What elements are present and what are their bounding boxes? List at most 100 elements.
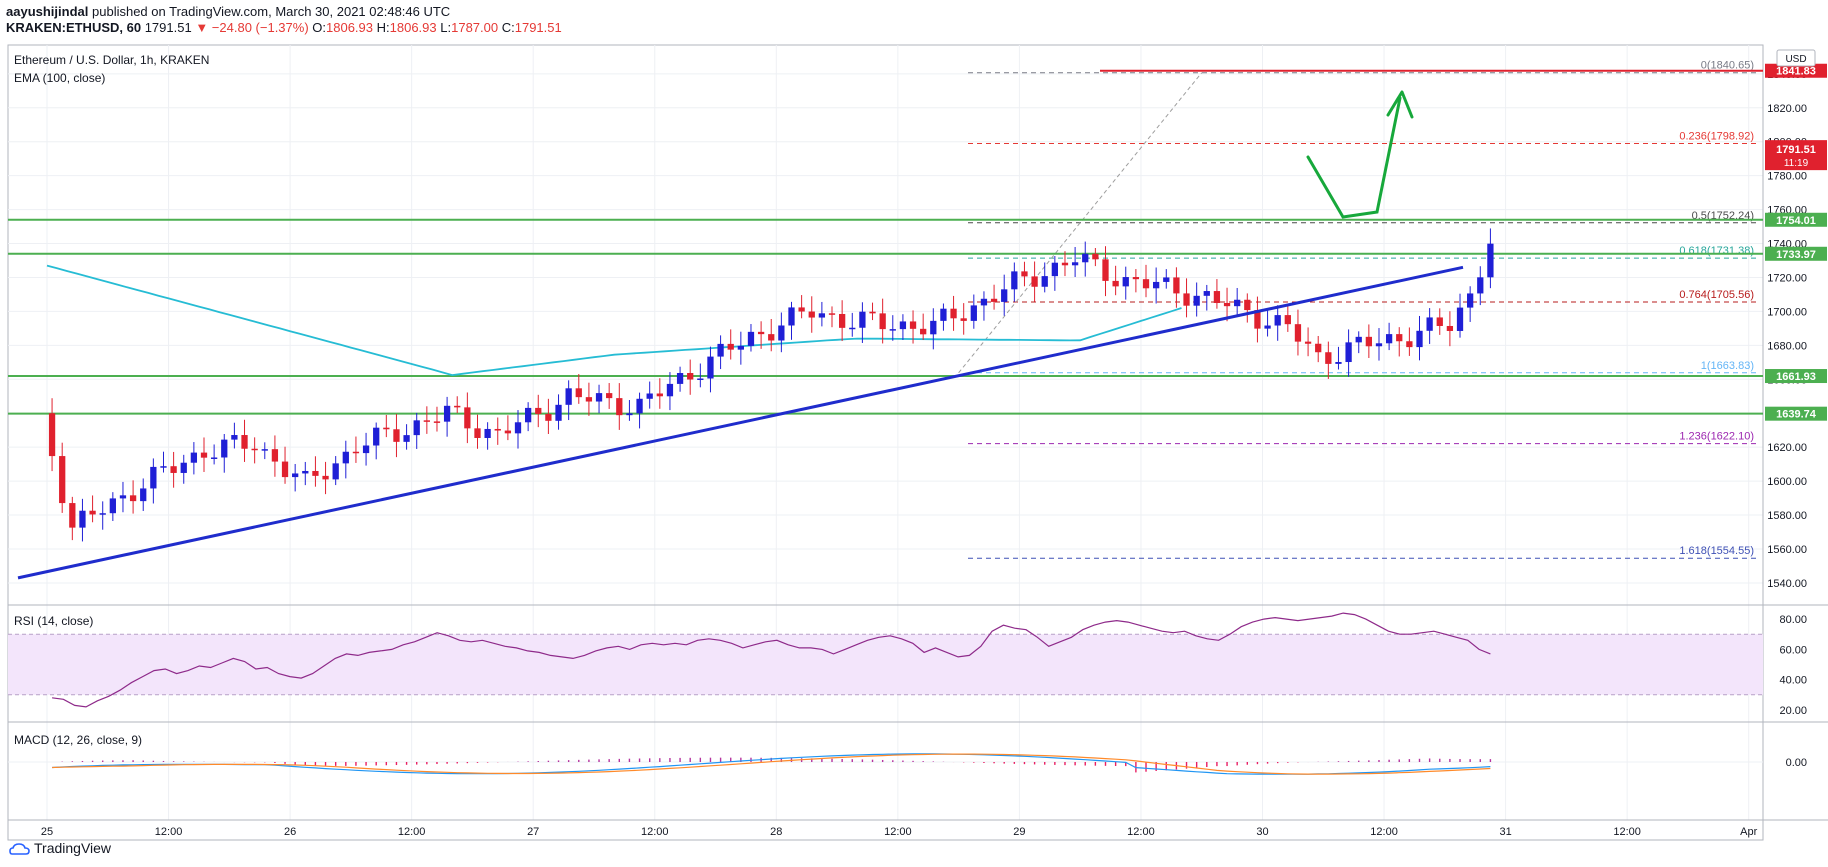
candle-countdown-label: 11:19 — [1784, 158, 1809, 169]
candle-body — [737, 345, 744, 350]
x-tick-label: 25 — [41, 826, 53, 838]
price-label: 1754.01 — [1776, 215, 1816, 227]
tradingview-logo-icon — [9, 843, 30, 855]
candle-body — [656, 393, 663, 397]
close-label: C: — [501, 20, 515, 35]
candle-body — [524, 407, 532, 423]
candle-body — [1446, 325, 1454, 331]
fib-level-label: 1.236(1622.10) — [1679, 431, 1754, 443]
candle-body — [1335, 362, 1342, 364]
candle-body — [1264, 325, 1271, 329]
candle-body — [150, 466, 157, 489]
candle-body — [646, 393, 653, 399]
pair-legend: Ethereum / U.S. Dollar, 1h, KRAKEN — [14, 53, 209, 67]
candle-body — [1041, 276, 1048, 287]
candle-body — [484, 428, 491, 438]
author-link[interactable]: aayushijindal — [6, 4, 89, 19]
currency-button[interactable] — [1776, 49, 1816, 67]
candle-body — [1223, 303, 1231, 307]
candle-body — [1132, 277, 1140, 280]
candle-body — [200, 452, 208, 458]
price-label-box — [1765, 369, 1827, 384]
candle-body — [1001, 289, 1008, 302]
y-tick-label: 1600.00 — [1767, 476, 1807, 488]
candle-body — [1163, 277, 1170, 282]
candle-body — [1304, 341, 1312, 344]
price-label: 1841.83 — [1776, 66, 1816, 78]
y-tick-label: 1580.00 — [1767, 510, 1807, 522]
candle-body — [838, 313, 846, 328]
fib-anchor-line — [958, 72, 1203, 374]
candle-body — [1031, 276, 1038, 287]
candle-body — [1385, 334, 1393, 344]
candle-body — [1142, 279, 1150, 289]
candle-body — [79, 510, 86, 528]
candle-body — [1011, 271, 1018, 290]
candle-body — [1426, 317, 1433, 331]
close-value: 1791.51 — [514, 20, 562, 35]
candle-body — [595, 393, 603, 402]
price-label: 1661.93 — [1776, 371, 1816, 383]
candle-body — [109, 498, 116, 514]
candle-body — [89, 510, 96, 515]
macd-signal-line — [52, 753, 1491, 775]
fib-level-label: 1(1663.83) — [1701, 360, 1754, 372]
candle-body — [1173, 277, 1180, 294]
price-label: 1639.74 — [1776, 409, 1817, 421]
candle-body — [1112, 280, 1119, 287]
candle-body — [1396, 334, 1403, 342]
candle-body — [818, 313, 826, 318]
candle-body — [1315, 343, 1322, 353]
rsi-tick-label: 60.00 — [1779, 644, 1807, 656]
y-tick-label: 1560.00 — [1767, 544, 1807, 556]
candle-body — [747, 331, 755, 346]
x-tick-label: 12:00 — [1127, 826, 1155, 838]
candle-body — [626, 413, 633, 416]
candle-body — [1284, 315, 1291, 325]
candle-body — [160, 466, 167, 468]
candle-body — [99, 513, 106, 515]
candle-body — [1416, 330, 1423, 348]
candle-body — [666, 383, 674, 397]
candle-body — [980, 298, 988, 306]
candle-body — [302, 470, 309, 474]
symbol-line: KRAKEN:ETHUSD, 60 1791.51 ▼ −24.80 (−1.3… — [6, 20, 562, 35]
x-tick-label: 12:00 — [398, 826, 426, 838]
candle-body — [1294, 324, 1302, 342]
candle-body — [1436, 317, 1443, 326]
y-tick-label: 1680.00 — [1767, 340, 1807, 352]
candle-body — [443, 405, 451, 422]
candle-body — [312, 470, 319, 476]
candle-body — [1193, 295, 1200, 306]
candle-body — [1092, 253, 1099, 260]
candle-body — [828, 313, 836, 315]
candle-body — [322, 475, 329, 480]
candle-body — [606, 393, 613, 399]
rsi-tick-label: 20.00 — [1779, 705, 1807, 717]
candle-body — [778, 325, 785, 341]
candle-body — [1365, 336, 1372, 347]
candle-body — [768, 334, 775, 341]
candle-body — [413, 420, 420, 436]
candle-body — [697, 378, 704, 380]
rsi-legend: RSI (14, close) — [14, 614, 93, 628]
chart-frame — [7, 44, 1764, 841]
low-value: 1787.00 — [451, 20, 499, 35]
x-tick-label: 31 — [1499, 826, 1511, 838]
candle-body — [190, 452, 198, 463]
candle-body — [1375, 343, 1383, 347]
candle-body — [727, 343, 734, 350]
x-tick-label: 12:00 — [1370, 826, 1398, 838]
ascending-trendline — [17, 265, 1464, 580]
high-value: 1806.93 — [389, 20, 437, 35]
publish-line: aayushijindal published on TradingView.c… — [6, 4, 450, 19]
projection-arrowhead — [1386, 90, 1414, 119]
candle-body — [241, 435, 248, 449]
open-label: O: — [312, 20, 327, 35]
macd-legend: MACD (12, 26, close, 9) — [14, 733, 142, 747]
candle-body — [1487, 243, 1494, 278]
candle-body — [251, 448, 258, 451]
fib-level-label: 1.618(1554.55) — [1679, 545, 1754, 557]
current-price-box — [1765, 140, 1827, 171]
